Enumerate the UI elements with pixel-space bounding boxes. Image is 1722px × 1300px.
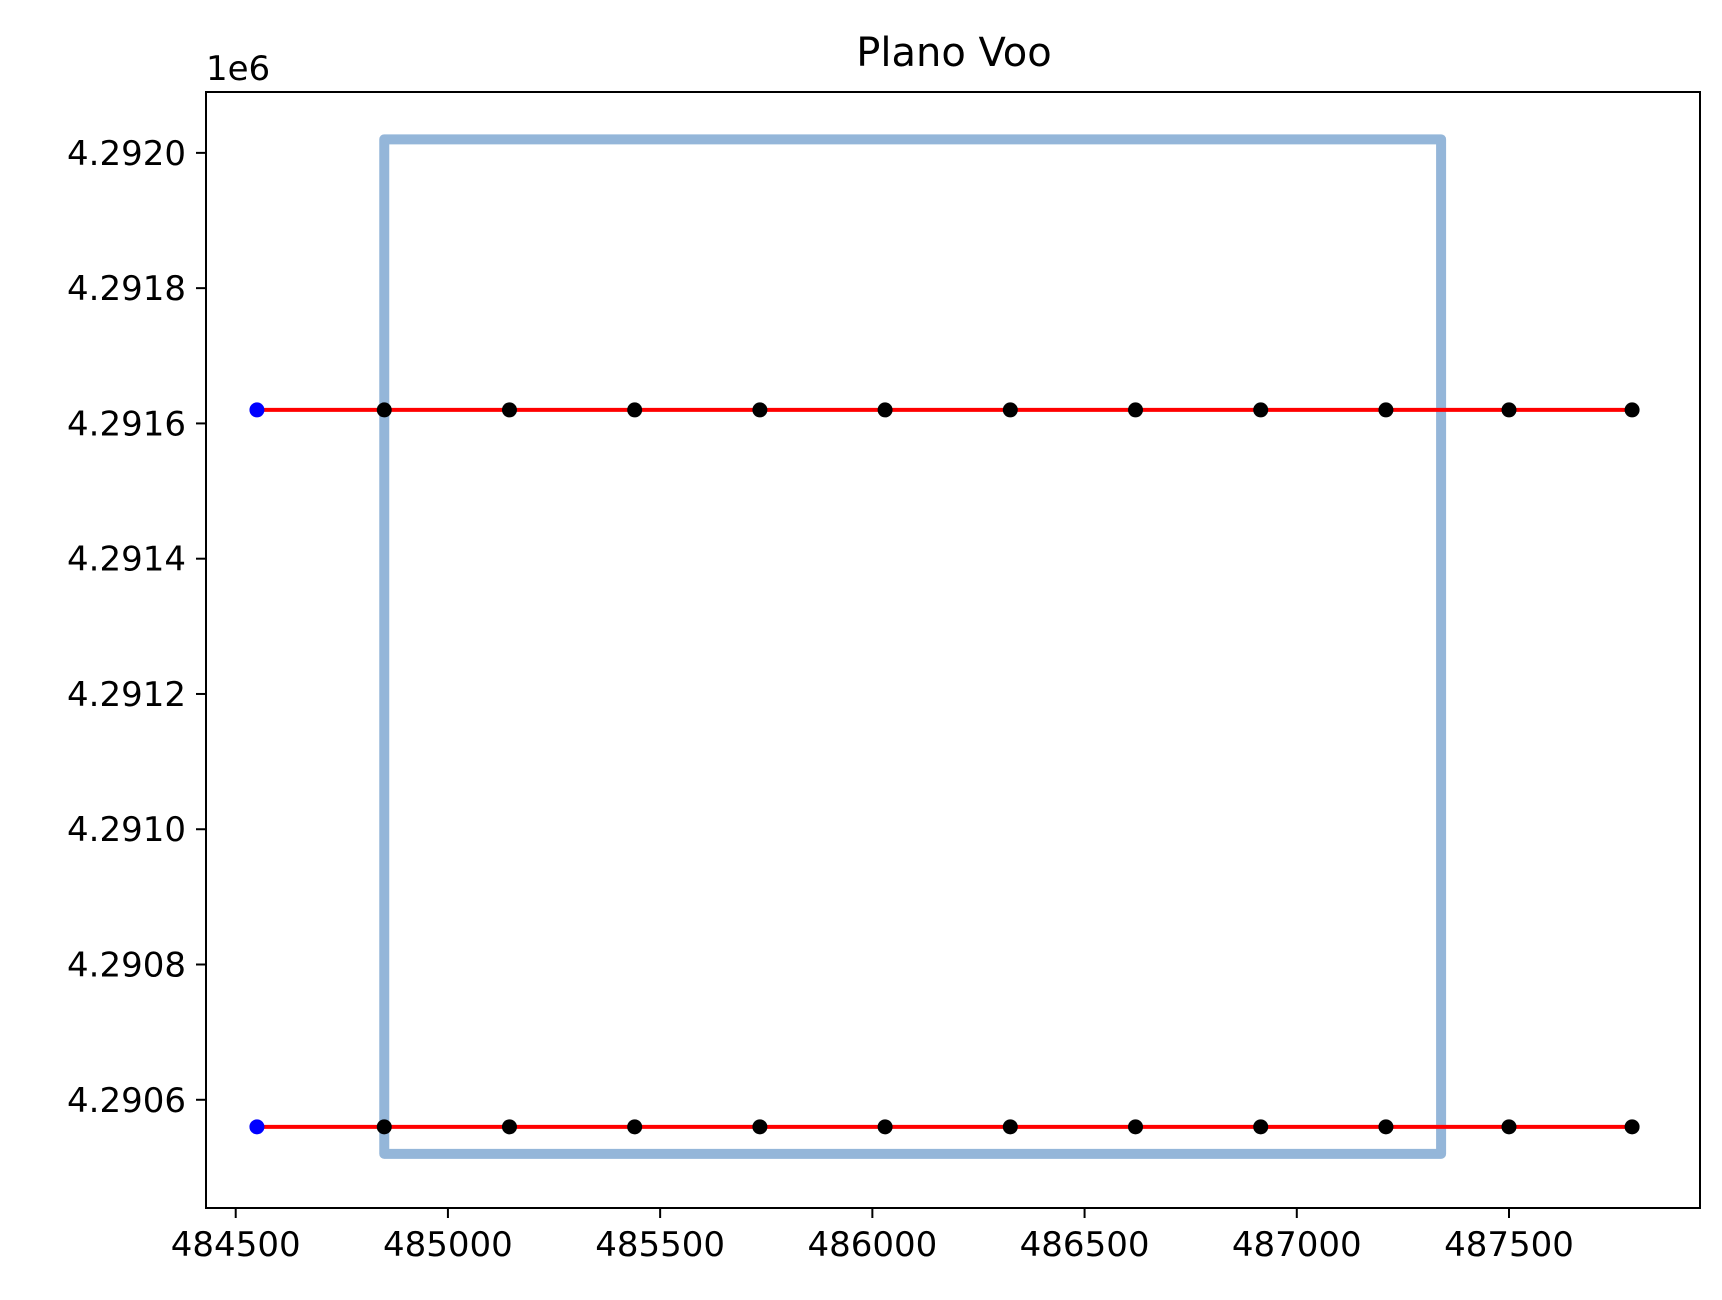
waypoint-19	[1378, 1119, 1394, 1135]
waypoint-20	[1501, 1119, 1517, 1135]
waypoint-7	[1253, 402, 1269, 418]
y-tick-label: 4.2916	[67, 404, 186, 444]
y-tick-label: 4.2906	[67, 1081, 186, 1121]
y-tick-label: 4.2918	[67, 269, 186, 309]
x-tick-label: 484500	[171, 1225, 301, 1265]
area-boundary-polygon	[379, 134, 1447, 1159]
start-point-0	[249, 402, 265, 418]
y-tick-label: 4.2910	[67, 810, 186, 850]
waypoint-11	[376, 1119, 392, 1135]
waypoint-21	[1624, 1119, 1640, 1135]
waypoint-10	[1624, 402, 1640, 418]
waypoint-1	[501, 402, 517, 418]
x-tick-label: 486000	[807, 1225, 937, 1265]
waypoint-15	[877, 1119, 893, 1135]
x-tick-label: 486500	[1020, 1225, 1150, 1265]
y-tick-label: 4.2912	[67, 675, 186, 715]
y-tick-label: 4.2920	[67, 134, 186, 174]
waypoint-8	[1378, 402, 1394, 418]
waypoint-9	[1501, 402, 1517, 418]
waypoint-17	[1128, 1119, 1144, 1135]
y-tick-label: 4.2908	[67, 946, 186, 986]
x-tick-label: 485500	[595, 1225, 725, 1265]
waypoint-6	[1128, 402, 1144, 418]
waypoint-0	[376, 402, 392, 418]
waypoint-2	[627, 402, 643, 418]
axes: 484500 485000 485500 486000 486500 487000 4875…	[67, 91, 1701, 1265]
waypoint-4	[877, 402, 893, 418]
y-offset-label: 1e6	[206, 49, 270, 89]
axes-frame	[205, 91, 1701, 1209]
waypoint-3	[752, 402, 768, 418]
y-tick-label: 4.2914	[67, 540, 186, 580]
plot-area	[249, 134, 1640, 1159]
x-tick-label: 487500	[1444, 1225, 1574, 1265]
waypoint-14	[752, 1119, 768, 1135]
waypoint-16	[1002, 1119, 1018, 1135]
x-tick-label: 487000	[1232, 1225, 1362, 1265]
waypoint-12	[501, 1119, 517, 1135]
waypoint-18	[1253, 1119, 1269, 1135]
x-tick-label: 485000	[383, 1225, 513, 1265]
chart-title: Plano Voo	[856, 30, 1052, 76]
waypoint-13	[627, 1119, 643, 1135]
waypoint-5	[1002, 402, 1018, 418]
start-point-1	[249, 1119, 265, 1135]
